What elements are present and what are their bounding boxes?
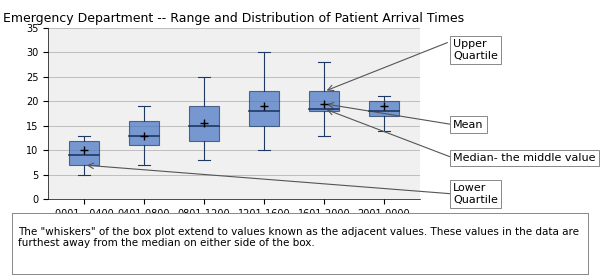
FancyBboxPatch shape: [69, 140, 99, 165]
Text: Mean: Mean: [453, 120, 484, 130]
Text: Upper
Quartile: Upper Quartile: [453, 39, 498, 61]
FancyBboxPatch shape: [129, 121, 159, 145]
Title: Emergency Department -- Range and Distribution of Patient Arrival Times: Emergency Department -- Range and Distri…: [4, 12, 464, 25]
Text: Median- the middle value: Median- the middle value: [453, 153, 595, 163]
Text: Lower
Quartile: Lower Quartile: [453, 183, 498, 205]
FancyBboxPatch shape: [369, 101, 399, 116]
Text: The "whiskers" of the box plot extend to values known as the adjacent values. Th: The "whiskers" of the box plot extend to…: [18, 227, 579, 248]
FancyBboxPatch shape: [189, 106, 219, 140]
FancyBboxPatch shape: [309, 91, 339, 111]
FancyBboxPatch shape: [249, 91, 279, 126]
